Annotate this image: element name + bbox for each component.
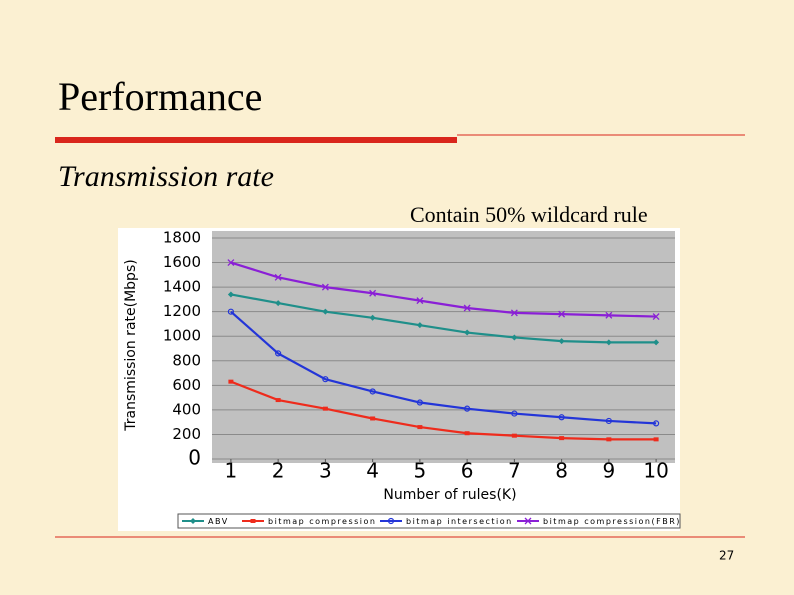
- point: [605, 339, 612, 346]
- point: [511, 433, 517, 438]
- point: [228, 379, 234, 384]
- point: [227, 259, 235, 267]
- point: [274, 273, 282, 281]
- point: [370, 416, 376, 421]
- x-tick-label: 4: [366, 459, 379, 483]
- point: [227, 291, 234, 298]
- legend-label: bitmap compression(FBR): [543, 517, 681, 526]
- point: [463, 304, 471, 312]
- caption: Contain 50% wildcard rule: [410, 202, 648, 227]
- point: [511, 410, 518, 417]
- legend-label: ABV: [208, 517, 229, 526]
- point: [387, 517, 395, 525]
- y-axis-title: Transmission rate(Mbps): [123, 259, 139, 431]
- y-tick-label: 1000: [163, 327, 201, 345]
- point: [511, 334, 518, 341]
- y-tick-label: 400: [172, 400, 201, 418]
- x-tick-label: 5: [414, 459, 427, 483]
- series-line: [230, 310, 657, 425]
- point: [322, 308, 329, 315]
- point: [464, 329, 471, 336]
- point: [652, 313, 660, 321]
- y-tick-label: 200: [172, 425, 201, 443]
- x-tick-label: 8: [555, 459, 568, 483]
- point: [275, 350, 282, 357]
- legend-label: bitmap intersection: [406, 517, 513, 526]
- y-tick-label: 800: [172, 351, 201, 369]
- legend-box: [177, 513, 681, 529]
- x-tick-label: 10: [643, 459, 668, 483]
- plot-area: [212, 231, 675, 463]
- point: [653, 339, 660, 346]
- point: [417, 425, 423, 430]
- point: [605, 417, 612, 425]
- legend-label: bitmap compression: [268, 517, 376, 526]
- point: [322, 376, 329, 383]
- series-line: [230, 380, 657, 441]
- x-tick-label: 9: [602, 459, 615, 483]
- y-tick-label: 1800: [163, 229, 201, 247]
- x-tick-label: 3: [319, 459, 332, 483]
- point: [606, 437, 612, 442]
- point: [558, 414, 565, 421]
- point: [369, 388, 376, 395]
- point: [524, 517, 532, 525]
- point: [605, 311, 613, 319]
- point: [510, 309, 518, 317]
- point: [653, 437, 659, 442]
- point: [558, 310, 566, 318]
- x-tick-label: 1: [225, 459, 238, 483]
- y-tick-label: 0: [188, 446, 201, 470]
- point: [227, 308, 234, 315]
- point: [559, 436, 565, 441]
- x-axis-title: Number of rules(K): [383, 487, 516, 503]
- point: [464, 431, 470, 436]
- x-tick-label: 7: [508, 459, 521, 483]
- y-tick-label: 1400: [163, 278, 201, 296]
- point: [416, 297, 424, 305]
- point: [321, 283, 329, 291]
- point: [250, 519, 256, 523]
- point: [369, 289, 377, 297]
- page-number: 27: [719, 549, 734, 563]
- title-bar: [55, 137, 457, 143]
- y-tick-label: 600: [172, 376, 201, 394]
- point: [322, 406, 328, 411]
- point: [369, 314, 376, 321]
- subtitle: Transmission rate: [58, 160, 274, 193]
- point: [416, 399, 423, 406]
- x-tick-label: 6: [461, 459, 474, 483]
- point: [416, 322, 423, 329]
- point: [275, 398, 281, 403]
- series-line: [230, 261, 657, 318]
- point: [558, 338, 565, 345]
- point: [653, 420, 660, 427]
- slide-title: Performance: [58, 74, 262, 119]
- series-line: [230, 293, 657, 344]
- y-tick-label: 1600: [163, 253, 201, 271]
- point: [190, 518, 196, 524]
- point: [464, 405, 471, 412]
- x-tick-label: 2: [272, 459, 285, 483]
- y-tick-label: 1200: [163, 302, 201, 320]
- point: [275, 300, 282, 307]
